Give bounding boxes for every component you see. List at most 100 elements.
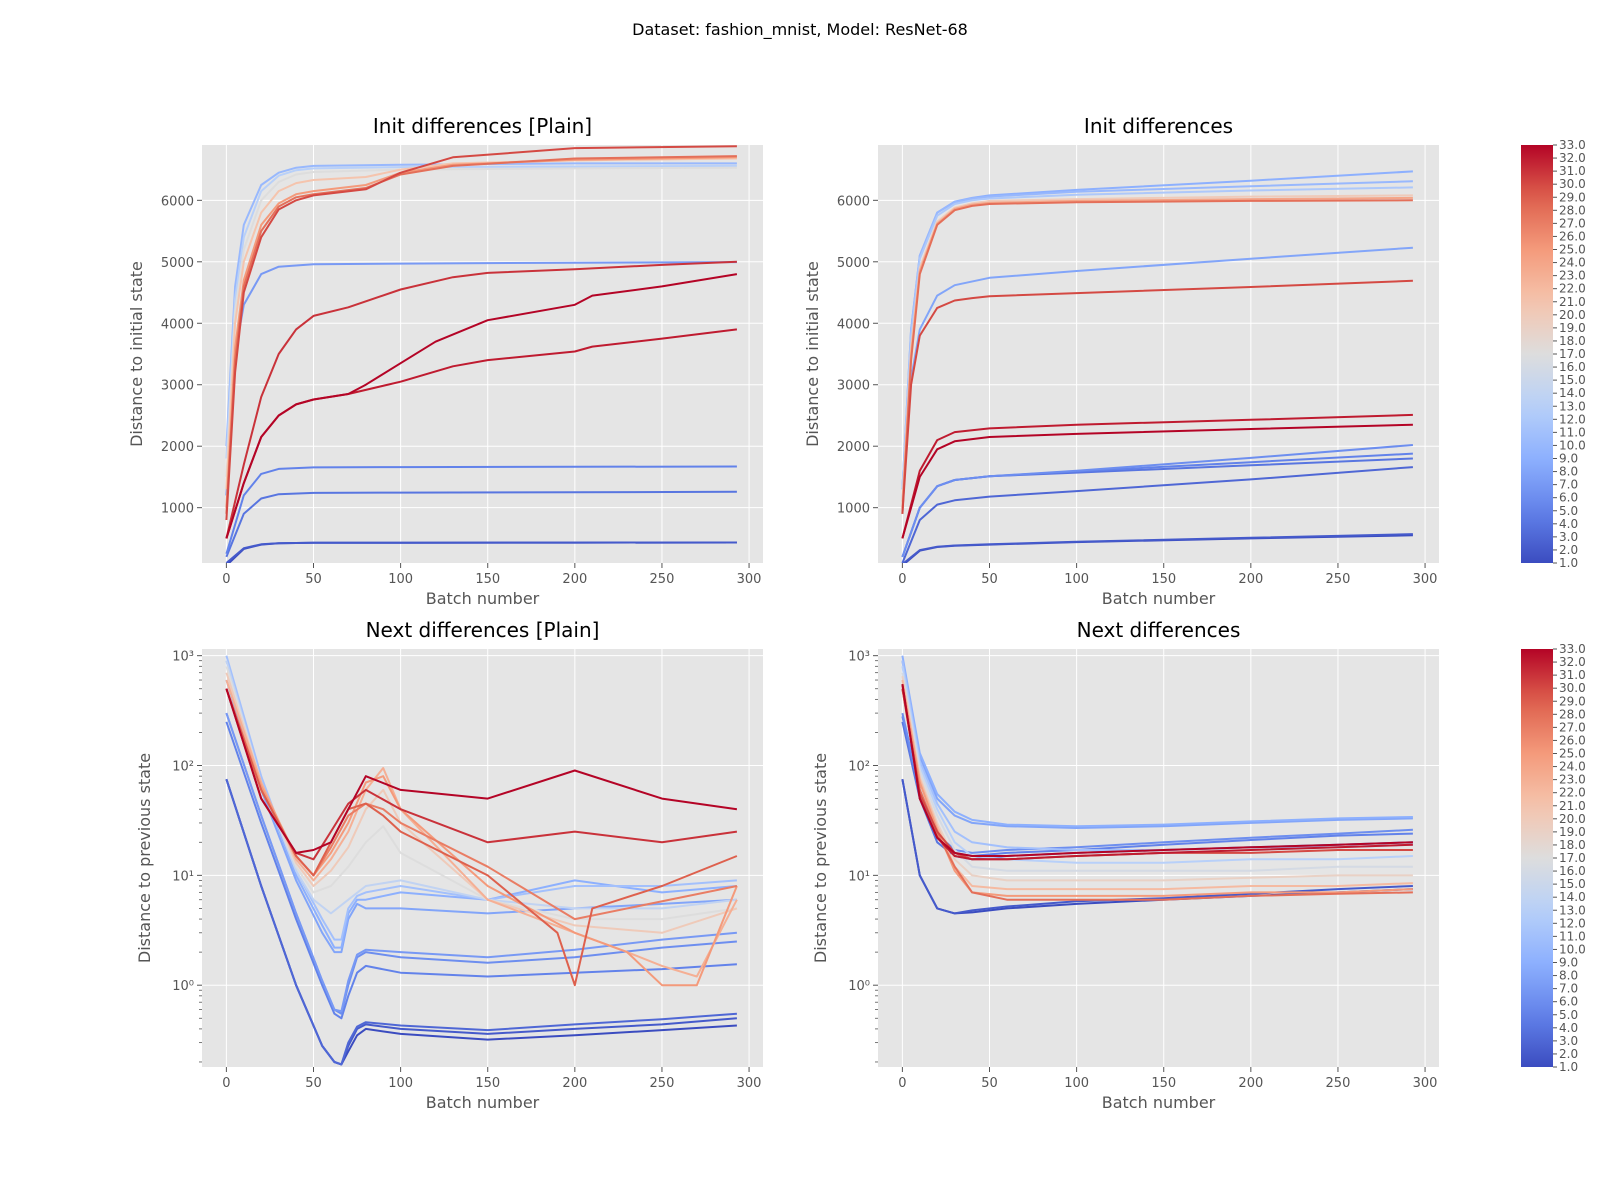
colorbar-tick-label: 24.0 <box>1559 760 1586 774</box>
colorbar-tick-label: 8.0 <box>1559 969 1578 983</box>
colorbar-tick-label: 3.0 <box>1559 530 1578 544</box>
series-group <box>225 655 738 1066</box>
colorbar-tick-label: 24.0 <box>1559 256 1586 270</box>
x-tick-label: 250 <box>1326 1076 1351 1091</box>
x-axis-label: Batch number <box>1102 589 1216 608</box>
x-tick-label: 300 <box>1413 1076 1438 1091</box>
y-tick-label: 10¹ <box>172 869 194 884</box>
series-line-6 <box>901 444 1413 558</box>
colorbar-tick-label: 27.0 <box>1559 720 1586 734</box>
series-line-13 <box>901 199 1413 514</box>
colorbar-tick-label: 23.0 <box>1559 269 1586 283</box>
series-line-16 <box>225 688 738 987</box>
series-line-10 <box>901 186 1413 490</box>
x-tick-label: 50 <box>305 572 322 587</box>
colorbar-tick-label: 13.0 <box>1559 903 1586 917</box>
colorbar-tick-label: 8.0 <box>1559 465 1578 479</box>
plot-area <box>202 649 763 1067</box>
y-axis-label: Distance to initial state <box>803 261 822 447</box>
y-tick-label: 1000 <box>837 502 870 517</box>
series-line-12 <box>225 145 737 521</box>
colorbar-tick-label: 15.0 <box>1559 373 1586 387</box>
series-line-6 <box>901 660 1413 829</box>
y-tick-label: 5000 <box>161 256 194 271</box>
colorbar-tick-label: 19.0 <box>1559 825 1586 839</box>
colorbar-tick-label: 9.0 <box>1559 956 1578 970</box>
colorbar-tick-label: 32.0 <box>1559 151 1586 165</box>
x-tick-label: 200 <box>562 1076 587 1091</box>
colorbar-tick-label: 5.0 <box>1559 504 1578 518</box>
colorbar-tick-label: 16.0 <box>1559 360 1586 374</box>
y-tick-label: 10² <box>848 760 870 775</box>
chart-panel-1: 0 50 100 150 200 250 300 1000 2000 3000 4000 5000 60… <box>127 114 763 608</box>
y-axis-label: Distance to previous state <box>135 753 154 963</box>
colorbar-tick-label: 21.0 <box>1559 295 1586 309</box>
series-line-4 <box>225 721 737 1020</box>
plot-area <box>878 145 1439 563</box>
colorbar-tick-label: 12.0 <box>1559 916 1586 930</box>
colorbar-tick-label: 22.0 <box>1559 282 1586 296</box>
colorbar-tick-label: 25.0 <box>1559 747 1586 761</box>
plot-area <box>202 145 763 563</box>
series-line-7 <box>225 164 737 459</box>
chart-panel-3: 0 50 100 150 200 250 300 10⁰ 10¹ 10² 10³ Next diffe… <box>135 618 763 1112</box>
series-line-15 <box>901 413 1413 539</box>
colorbar-tick-label: 23.0 <box>1559 773 1586 787</box>
series-group <box>901 170 1413 563</box>
x-tick-label: 200 <box>562 572 587 587</box>
colorbar-tick-label: 1.0 <box>1559 556 1578 570</box>
series-line-8 <box>225 660 737 949</box>
x-tick-label: 200 <box>1238 1076 1263 1091</box>
colorbar-tick-label: 10.0 <box>1559 438 1586 452</box>
y-tick-label: 10¹ <box>848 869 870 884</box>
series-line-16 <box>901 423 1413 539</box>
y-tick-label: 2000 <box>161 440 194 455</box>
colorbar-tick-label: 20.0 <box>1559 308 1586 322</box>
x-tick-label: 0 <box>898 572 906 587</box>
colorbar-tick-label: 26.0 <box>1559 229 1586 243</box>
colorbar-tick-label: 33.0 <box>1559 138 1586 152</box>
colorbar-gradient <box>1521 145 1553 563</box>
y-tick-label: 10² <box>172 760 194 775</box>
colorbar-tick-label: 18.0 <box>1559 838 1586 852</box>
colorbar-tick-label: 14.0 <box>1559 386 1586 400</box>
x-tick-label: 100 <box>388 1076 413 1091</box>
colorbar-tick-label: 33.0 <box>1559 642 1586 656</box>
x-tick-label: 300 <box>737 1076 762 1091</box>
colorbar-2: 1.02.03.04.05.06.07.08.09.010.011.012.01… <box>1521 642 1586 1074</box>
colorbar-tick-label: 19.0 <box>1559 321 1586 335</box>
series-line-7 <box>901 655 1413 828</box>
colorbar-tick-label: 1.0 <box>1559 1060 1578 1074</box>
colorbar-tick-label: 25.0 <box>1559 243 1586 257</box>
colorbar-tick-label: 10.0 <box>1559 942 1586 956</box>
series-line-3 <box>901 466 1413 563</box>
colorbar-tick-label: 7.0 <box>1559 478 1578 492</box>
colorbar-tick-label: 12.0 <box>1559 412 1586 426</box>
series-line-11 <box>901 676 1413 882</box>
colorbar-tick-label: 17.0 <box>1559 347 1586 361</box>
y-tick-label: 10³ <box>848 650 870 665</box>
series-line-13 <box>225 679 738 978</box>
colorbar-tick-label: 9.0 <box>1559 452 1578 466</box>
chart-panel-2: 0 50 100 150 200 250 300 1000 2000 3000 4000 5000 60… <box>803 114 1439 608</box>
colorbar-tick-label: 11.0 <box>1559 929 1586 943</box>
colorbar-tick-label: 5.0 <box>1559 1008 1578 1022</box>
series-line-15 <box>225 273 738 539</box>
series-line-6 <box>225 712 737 1013</box>
colorbar-tick-label: 28.0 <box>1559 203 1586 217</box>
colorbar-tick-label: 4.0 <box>1559 1021 1578 1035</box>
x-tick-label: 0 <box>222 572 230 587</box>
x-axis-label: Batch number <box>426 589 540 608</box>
colorbar-tick-label: 16.0 <box>1559 864 1586 878</box>
x-tick-label: 150 <box>475 572 500 587</box>
colorbar-tick-label: 13.0 <box>1559 399 1586 413</box>
series-line-3 <box>225 490 737 558</box>
y-axis-label: Distance to previous state <box>811 753 830 963</box>
y-tick-label: 4000 <box>837 317 870 332</box>
series-line-4 <box>225 465 737 555</box>
series-line-2 <box>902 533 1413 563</box>
colorbar-tick-label: 3.0 <box>1559 1034 1578 1048</box>
colorbar-tick-label: 4.0 <box>1559 517 1578 531</box>
